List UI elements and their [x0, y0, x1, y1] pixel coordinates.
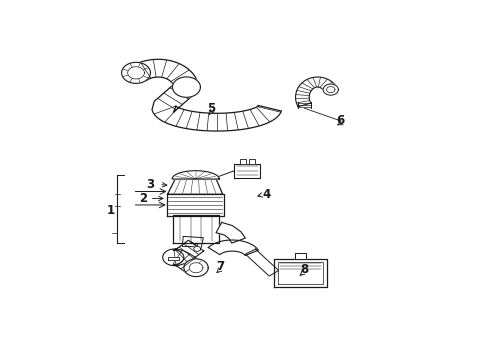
Polygon shape	[274, 260, 327, 287]
Polygon shape	[129, 59, 281, 131]
Polygon shape	[173, 215, 219, 243]
Polygon shape	[249, 159, 255, 164]
Polygon shape	[184, 259, 208, 276]
Polygon shape	[323, 84, 338, 95]
Text: 4: 4	[262, 188, 270, 201]
Polygon shape	[295, 77, 337, 107]
Polygon shape	[208, 240, 258, 256]
Text: 2: 2	[139, 192, 147, 205]
Polygon shape	[295, 253, 306, 260]
Polygon shape	[326, 87, 335, 93]
Text: 1: 1	[106, 204, 115, 217]
Polygon shape	[167, 194, 224, 216]
Text: 3: 3	[147, 178, 154, 191]
Polygon shape	[163, 240, 204, 274]
Polygon shape	[172, 77, 200, 97]
Polygon shape	[168, 257, 179, 260]
Polygon shape	[182, 237, 203, 249]
Polygon shape	[172, 171, 219, 179]
Text: 6: 6	[336, 114, 344, 127]
Text: 8: 8	[300, 262, 308, 276]
Polygon shape	[189, 263, 203, 273]
Polygon shape	[194, 246, 200, 251]
Polygon shape	[168, 179, 222, 194]
Polygon shape	[234, 164, 260, 177]
Polygon shape	[240, 159, 246, 164]
Text: 5: 5	[207, 102, 216, 115]
Polygon shape	[245, 249, 279, 276]
Text: 7: 7	[217, 260, 225, 273]
Polygon shape	[122, 62, 150, 84]
Polygon shape	[216, 222, 245, 243]
Polygon shape	[128, 67, 145, 79]
